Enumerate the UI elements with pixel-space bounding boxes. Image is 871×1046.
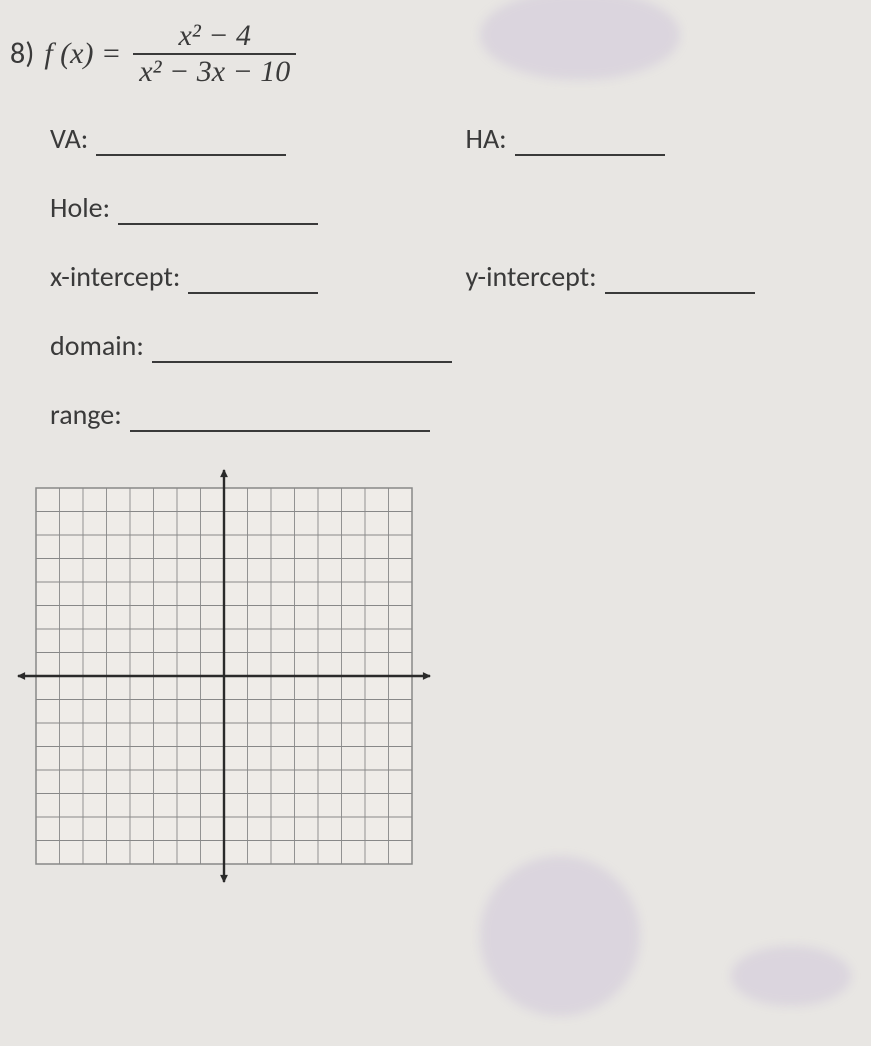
range-label: range: — [50, 397, 122, 432]
ha-field: HA: — [466, 121, 842, 156]
va-blank[interactable] — [96, 130, 286, 156]
domain-blank[interactable] — [152, 337, 452, 363]
hole-blank[interactable] — [118, 199, 318, 225]
coordinate-grid — [14, 466, 434, 886]
xint-field: x-intercept: — [50, 259, 426, 294]
xint-blank[interactable] — [188, 268, 318, 294]
xint-label: x-intercept: — [50, 259, 180, 294]
function-fraction: x² − 4 x² − 3x − 10 — [133, 20, 296, 87]
problem-number: 8) — [10, 35, 34, 72]
ha-blank[interactable] — [515, 130, 665, 156]
numerator: x² − 4 — [172, 20, 257, 53]
va-label: VA: — [50, 121, 88, 156]
domain-field: domain: — [50, 328, 841, 363]
ha-label: HA: — [466, 121, 507, 156]
hole-label: Hole: — [50, 190, 110, 225]
domain-label: domain: — [50, 328, 144, 363]
range-field: range: — [50, 397, 841, 432]
yint-field: y-intercept: — [466, 259, 842, 294]
yint-blank[interactable] — [605, 268, 755, 294]
va-field: VA: — [50, 121, 426, 156]
denominator: x² − 3x − 10 — [133, 53, 296, 88]
range-blank[interactable] — [130, 406, 430, 432]
function-lhs: f (x) = — [44, 37, 121, 71]
hole-field: Hole: — [50, 190, 841, 225]
yint-label: y-intercept: — [466, 259, 597, 294]
graph-grid — [14, 466, 434, 886]
problem-header: 8) f (x) = x² − 4 x² − 3x − 10 — [10, 20, 841, 87]
